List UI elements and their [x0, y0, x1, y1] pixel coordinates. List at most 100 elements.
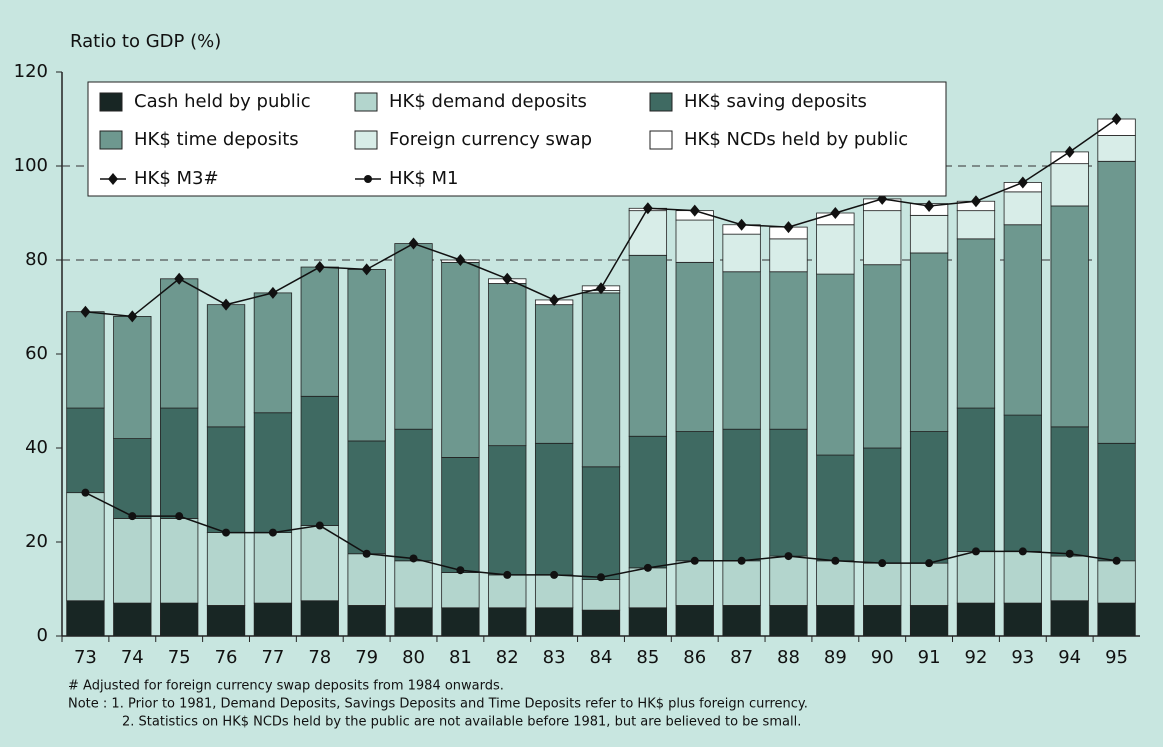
bar-segment	[628, 210, 668, 256]
bar-segment	[909, 562, 949, 606]
line-point	[408, 237, 419, 250]
x-tick-label: 95	[1105, 647, 1128, 668]
y-tick-label: 20	[25, 531, 48, 552]
line-point	[736, 218, 747, 231]
bar-segment	[769, 428, 808, 557]
bar-segment	[253, 532, 293, 604]
bar-segment	[1097, 135, 1136, 162]
legend-label: Cash held by public	[134, 91, 311, 112]
x-tick-label: 76	[215, 647, 238, 668]
bar-segment	[722, 560, 761, 606]
line-point	[502, 272, 513, 285]
legend-label: HK$ M1	[389, 168, 459, 189]
bar-segment	[675, 605, 714, 637]
line-point	[267, 286, 278, 299]
line-point	[409, 554, 418, 563]
bar-segment	[300, 525, 339, 602]
bar-segment	[488, 607, 527, 637]
x-tick-label: 75	[168, 647, 191, 668]
bar-segment	[113, 518, 152, 604]
line-point	[1018, 547, 1027, 556]
bar-segment	[581, 292, 621, 468]
bar-segment	[675, 560, 714, 606]
bar-segment	[394, 607, 433, 637]
footnote: 2. Statistics on HK$ NCDs held by the pu…	[122, 715, 801, 730]
bar-segment	[113, 438, 152, 519]
line-point	[550, 570, 559, 579]
line-point	[643, 563, 652, 572]
line-point	[456, 566, 465, 575]
bar-segment	[113, 315, 152, 439]
bar-segment	[863, 605, 902, 637]
line-point	[549, 293, 560, 306]
line-point	[503, 570, 512, 579]
legend-swatch	[649, 130, 673, 150]
line-point	[1111, 113, 1122, 125]
legend-label: Foreign currency swap	[389, 129, 592, 150]
line-point	[1017, 176, 1028, 189]
line-point	[925, 559, 934, 568]
bar-segment	[441, 456, 480, 573]
bar-segment	[581, 579, 621, 611]
bar-segment	[347, 268, 386, 442]
bar-segment	[1097, 602, 1136, 637]
bar-segment	[956, 238, 996, 409]
bar-segment	[816, 224, 855, 275]
y-tick-label: 40	[25, 437, 48, 458]
bar-segment	[581, 466, 621, 580]
legend-label: HK$ NCDs held by public	[684, 129, 908, 150]
line-point	[689, 204, 700, 217]
line-point	[361, 263, 372, 276]
bar-segment	[66, 600, 105, 637]
bar-segment	[1003, 224, 1042, 416]
bar-segment	[441, 607, 480, 637]
legend-label: HK$ demand deposits	[389, 91, 587, 112]
bar-segment	[769, 555, 808, 606]
bar-segment	[816, 605, 855, 637]
bar-segment	[441, 572, 480, 609]
line-point	[831, 556, 840, 565]
footnote: # Adjusted for foreign currency swap dep…	[68, 679, 504, 694]
line-point	[174, 272, 185, 285]
bar-segment	[628, 254, 668, 437]
bar-segment	[160, 278, 199, 409]
y-axis-label: Ratio to GDP (%)	[70, 31, 221, 52]
bar-segment	[863, 447, 902, 564]
bar-segment	[347, 605, 386, 637]
bar-segment	[1003, 602, 1042, 637]
line-point	[127, 310, 138, 323]
bar-segment	[1003, 414, 1042, 552]
bar-segment	[534, 304, 574, 444]
bar-segment	[206, 304, 246, 428]
line-point	[690, 556, 699, 565]
bar-segment	[300, 266, 339, 397]
bar-segment	[722, 271, 761, 430]
line-point	[783, 221, 794, 234]
legend-swatch	[99, 130, 123, 150]
bar-segment	[722, 233, 761, 273]
bar-segment	[769, 605, 808, 637]
bar-segment	[206, 426, 246, 534]
y-tick-label: 100	[14, 155, 48, 176]
x-tick-label: 90	[871, 647, 894, 668]
x-tick-label: 85	[636, 647, 659, 668]
line-point	[108, 173, 118, 185]
legend-swatch	[649, 92, 673, 112]
bar-segment	[1050, 205, 1089, 428]
bar-segment	[488, 445, 527, 576]
x-tick-label: 77	[261, 647, 284, 668]
bar-segment	[534, 574, 574, 609]
legend-swatch	[354, 92, 378, 112]
line-point	[737, 556, 746, 565]
line-point	[268, 528, 277, 537]
bar-segment	[206, 532, 246, 606]
bar-segment	[1050, 600, 1089, 637]
bar-segment	[160, 602, 199, 637]
line-point	[1064, 145, 1075, 158]
line-point	[878, 559, 887, 568]
line-point	[175, 512, 184, 521]
bar-segment	[253, 602, 293, 637]
bar-segment	[816, 560, 855, 606]
line-point	[315, 521, 324, 530]
line-point	[81, 488, 90, 497]
